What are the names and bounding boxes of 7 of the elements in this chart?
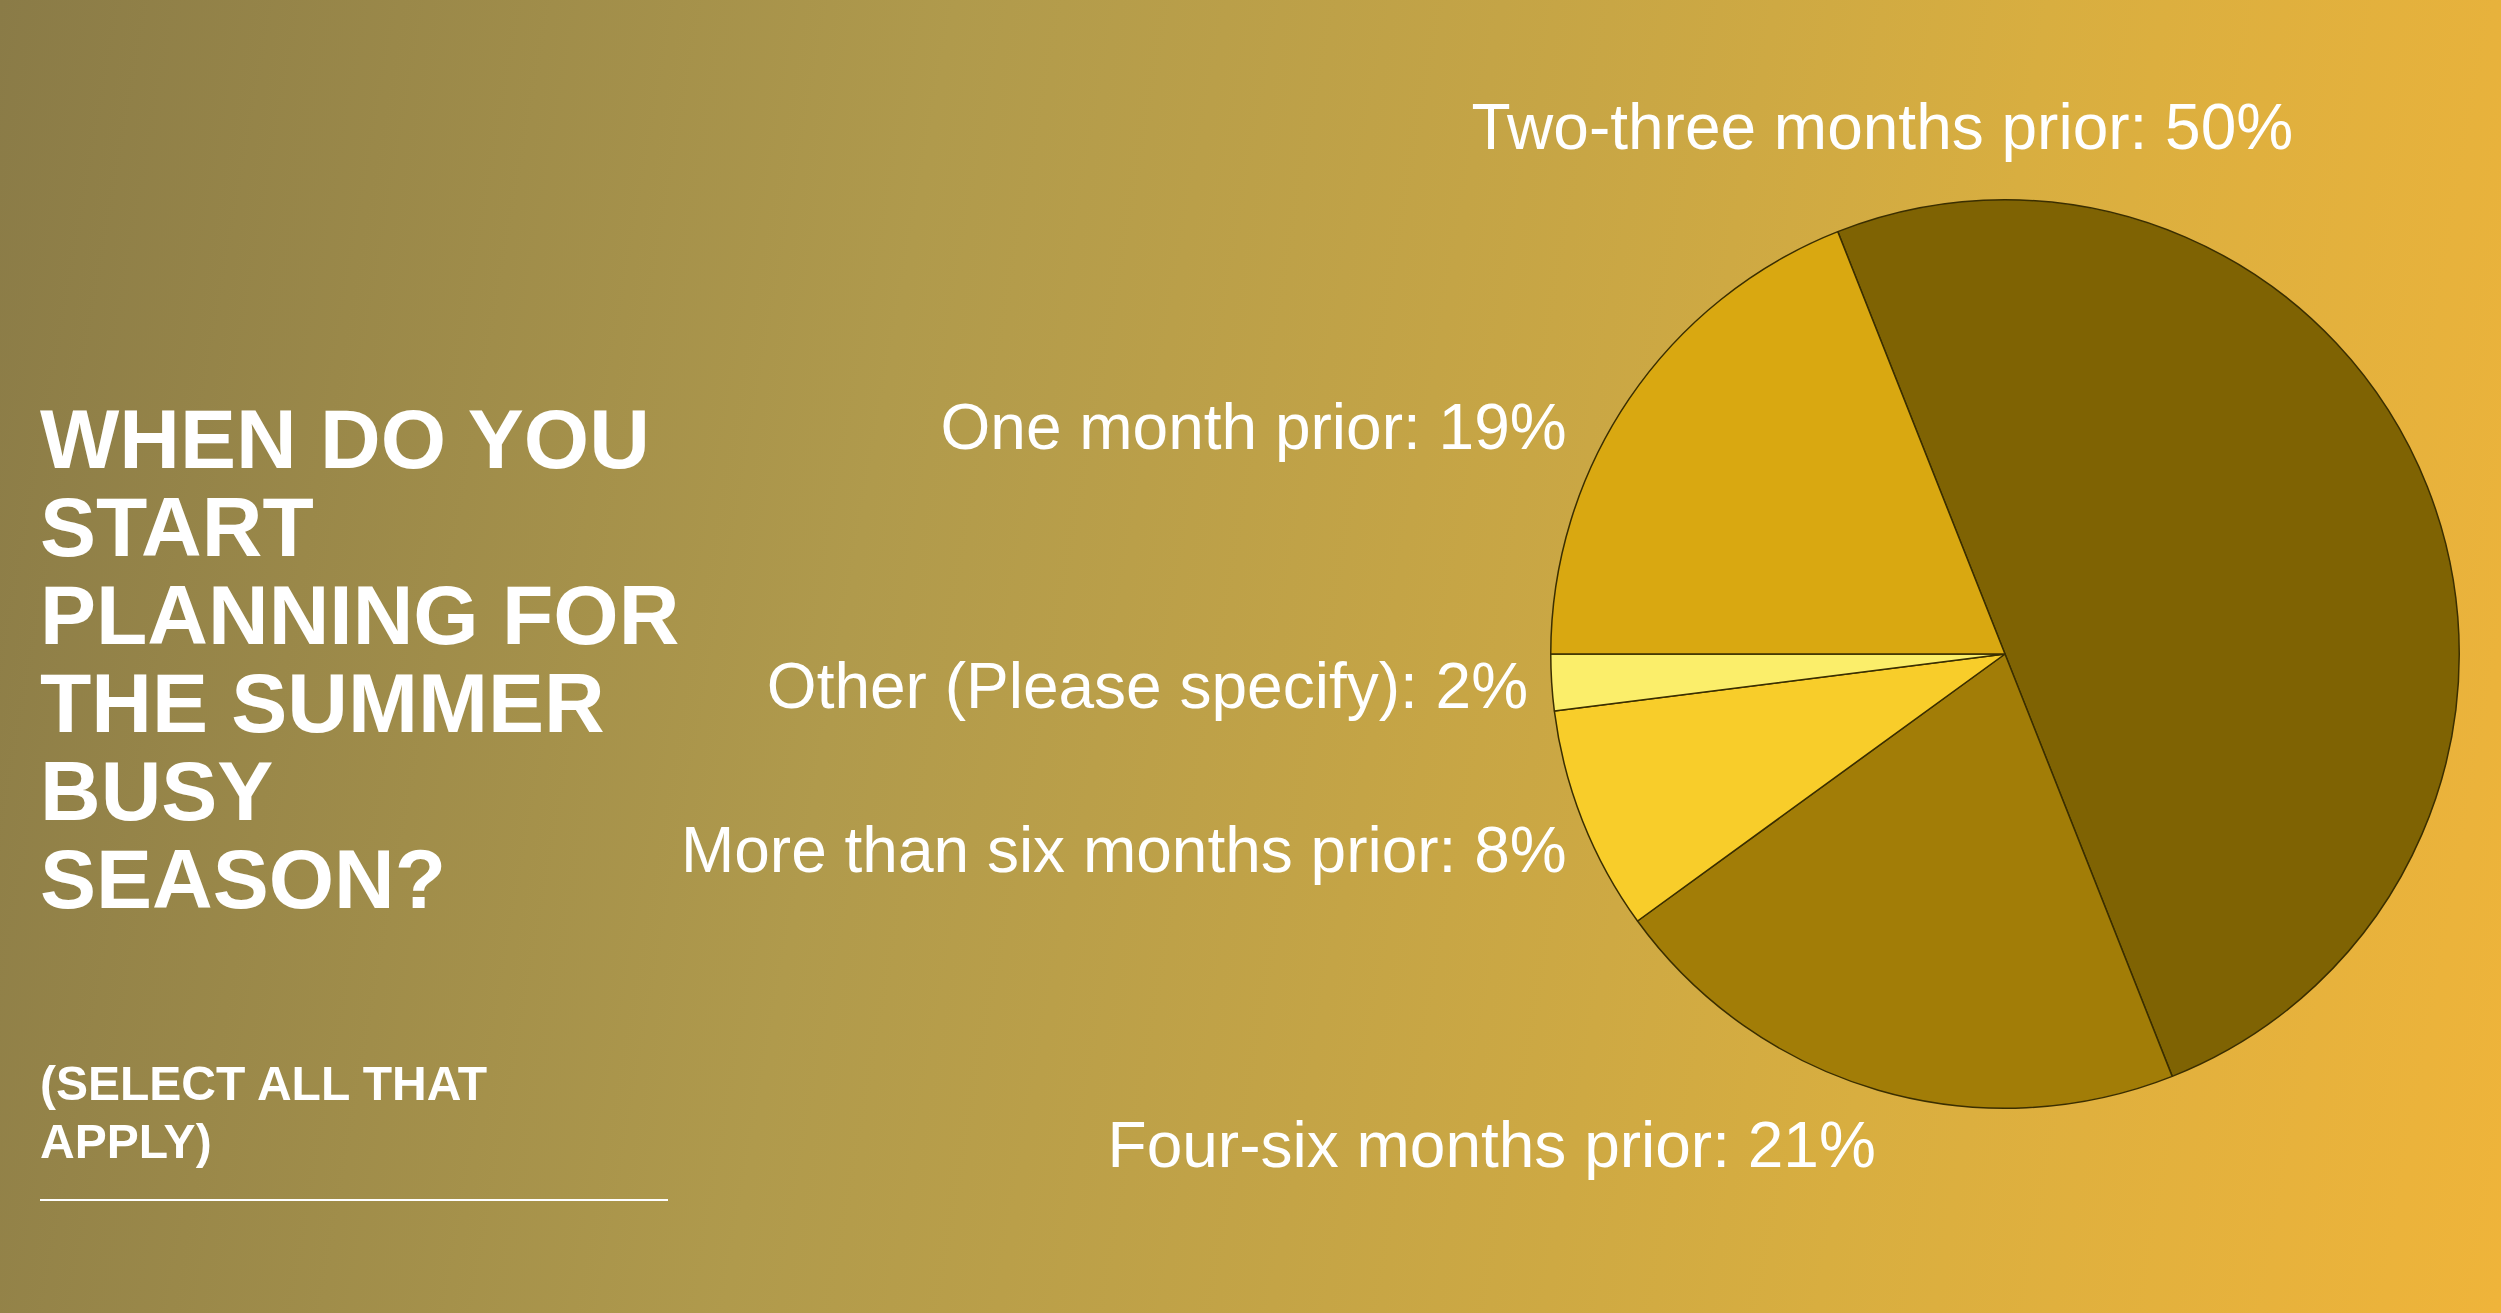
slice-label: One month prior: 19% (940, 391, 1567, 464)
text: (SELECT ALL THAT APPLY) (40, 1056, 489, 1170)
slice-label: Other (Please specify): 2% (766, 649, 1529, 722)
text: WHEN DO YOU START PLANNING FOR THE SUMMER BUSY SEASON? (40, 392, 680, 926)
slice-label: Four-six months prior: 21% (1107, 1108, 1876, 1181)
slice-label: More than six months prior: 8% (680, 813, 1567, 886)
slice-label: Two-three months prior: 50% (1471, 91, 2294, 164)
